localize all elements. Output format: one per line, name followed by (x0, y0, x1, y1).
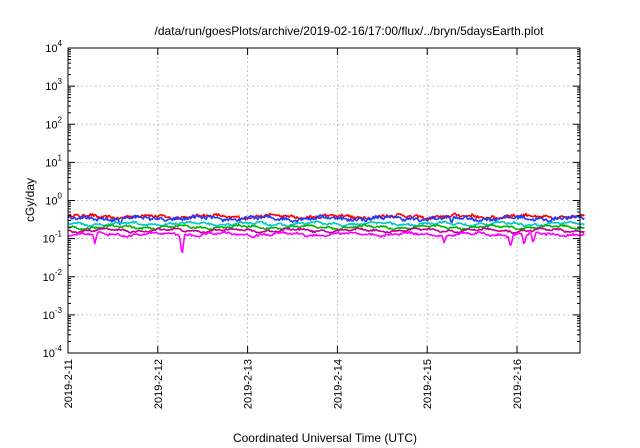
y-tick-label: 10-2 (43, 268, 63, 284)
x-axis-label: Coordinated Universal Time (UTC) (233, 431, 417, 445)
series-line-6 (67, 230, 585, 254)
series-line-2 (67, 214, 585, 225)
y-tick-label: 103 (45, 77, 62, 93)
x-tick-label: 2019-2-12 (153, 359, 165, 409)
chart-title: /data/run/goesPlots/archive/2019-02-16/1… (155, 24, 545, 38)
x-tick-label: 2019-2-15 (422, 359, 434, 409)
y-axis-ticks: 10-4 10-3 10-2 10-1 100 101 102 103 104 (43, 39, 580, 360)
grid-lines (68, 48, 580, 353)
series-line-4 (67, 223, 585, 231)
x-tick-label: 2019-2-14 (332, 359, 344, 409)
y-tick-label: 10-3 (43, 306, 63, 322)
series-line-5 (67, 227, 586, 235)
y-tick-label: 101 (45, 153, 62, 169)
x-axis-ticks: 2019-2-11 2019-2-12 2019-2-13 2019-2-14 2019… (63, 48, 524, 409)
y-tick-label: 100 (45, 192, 62, 208)
y-tick-label: 10-1 (43, 230, 63, 246)
y-axis-label: cGy/day (23, 178, 37, 222)
x-tick-label: 2019-2-16 (512, 359, 524, 409)
y-tick-label: 10-4 (43, 344, 63, 360)
y-tick-label: 104 (45, 39, 62, 55)
y-tick-label: 102 (45, 115, 62, 131)
x-tick-label: 2019-2-11 (63, 359, 75, 408)
series-group (67, 212, 586, 254)
x-tick-label: 2019-2-13 (243, 359, 255, 409)
series-line-3 (67, 220, 585, 228)
